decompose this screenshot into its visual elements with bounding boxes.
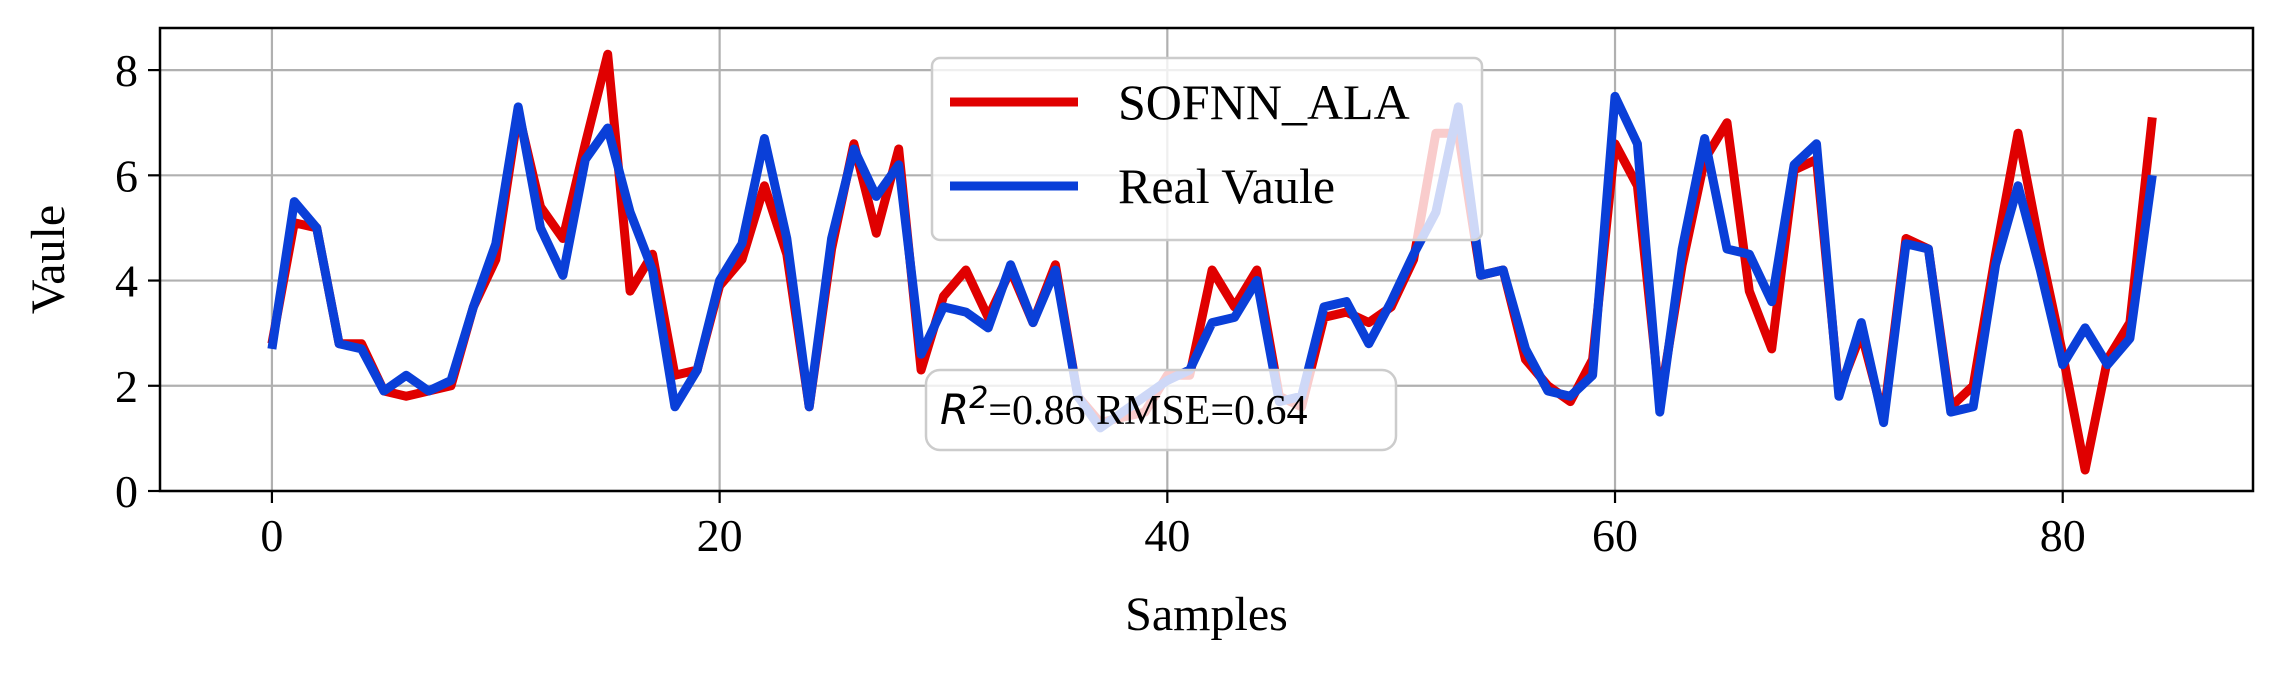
x-axis-title: Samples [1125, 588, 1288, 641]
y-tick-label: 6 [115, 150, 138, 201]
x-tick-label: 80 [2040, 510, 2086, 561]
r-squared-symbol: R [940, 385, 969, 434]
series-line-real-vaule [267, 91, 2157, 433]
plot-frame [158, 26, 2255, 493]
x-tick-label: 20 [697, 510, 743, 561]
x-axis-ticks: 0 20 40 60 80 [260, 491, 2086, 561]
legend: SOFNN_ALA Real Vaule [930, 56, 1484, 242]
annotation-text: R2=0.86 RMSE=0.64 [940, 381, 1308, 434]
y-tick-label: 0 [115, 466, 138, 517]
x-tick-label: 60 [1592, 510, 1638, 561]
x-tick-label: 0 [260, 510, 283, 561]
x-tick-label: 40 [1144, 510, 1190, 561]
r2-rmse-values: =0.86 RMSE=0.64 [988, 388, 1307, 434]
annotation-box [924, 368, 1398, 452]
y-axis-ticks: 0 2 4 6 8 [115, 45, 160, 517]
y-axis-title: Vaule [22, 205, 75, 314]
y-tick-label: 4 [115, 256, 138, 307]
legend-label-real-vaule: Real Vaule [1118, 158, 1335, 214]
r-squared-exponent: 2 [969, 381, 988, 416]
legend-label-sofnn-ala: SOFNN_ALA [1118, 74, 1410, 130]
series-lines [267, 49, 2157, 475]
y-tick-label: 8 [115, 45, 138, 96]
y-tick-label: 2 [115, 361, 138, 412]
metrics-annotation: R2=0.86 RMSE=0.64 [924, 368, 1398, 452]
